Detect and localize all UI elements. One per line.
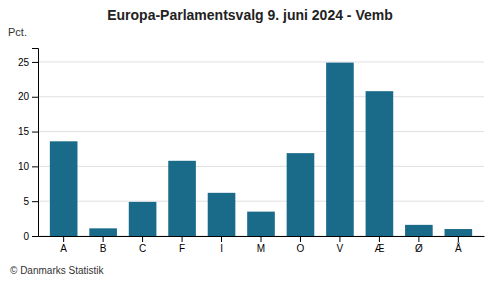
- grid-line: [38, 61, 484, 62]
- tick-mark: [418, 236, 419, 242]
- bar: [208, 193, 236, 236]
- tick-mark: [103, 236, 104, 242]
- tick-mark: [142, 236, 143, 242]
- tick-mark: [221, 236, 222, 242]
- y-axis: 0 5 10 15 20 25: [18, 49, 39, 242]
- tick-label: M: [257, 243, 265, 254]
- axis-label: Pct.: [8, 26, 27, 38]
- tick: A: [60, 236, 67, 254]
- x-axis: ABCFIMOVÆØÅ: [39, 236, 485, 254]
- tick: 0: [23, 231, 38, 242]
- tick: 20: [18, 91, 38, 102]
- tick-mark: [32, 166, 38, 167]
- tick: 15: [18, 126, 38, 137]
- grid: [38, 62, 484, 236]
- tick-mark: [261, 236, 262, 242]
- bar: [89, 228, 117, 236]
- tick-label: A: [60, 243, 67, 254]
- tick-mark: [300, 236, 301, 242]
- tick-label: F: [179, 243, 185, 254]
- tick-label: 10: [18, 161, 30, 172]
- tick: 5: [23, 196, 38, 207]
- bar: [168, 161, 196, 236]
- tick-label: V: [337, 243, 344, 254]
- bar: [287, 153, 315, 236]
- bar: [405, 225, 433, 236]
- annotation: © Danmarks Statistik: [10, 265, 105, 276]
- tick: I: [220, 236, 223, 254]
- bar: [326, 63, 354, 236]
- tick: M: [257, 236, 265, 254]
- grid-line: [38, 131, 484, 132]
- tick-label: O: [297, 243, 305, 254]
- tick: Æ: [374, 236, 384, 254]
- tick-mark: [63, 236, 64, 242]
- tick-mark: [379, 236, 380, 242]
- chart: Europa-Parlamentsvalg 9. juni 2024 - Vem…: [0, 0, 500, 282]
- tick-label: 5: [23, 196, 29, 207]
- tick: 25: [18, 57, 38, 68]
- tick-label: 25: [18, 57, 30, 68]
- tick: C: [139, 236, 146, 254]
- tick-mark: [339, 236, 340, 242]
- tick-mark: [32, 236, 38, 237]
- tick-mark: [458, 236, 459, 242]
- tick-mark: [182, 236, 183, 242]
- axis-line: [32, 49, 39, 237]
- tick-mark: [32, 97, 38, 98]
- tick-label: Ø: [415, 243, 423, 254]
- grid-line: [38, 96, 484, 97]
- tick: O: [297, 236, 305, 254]
- tick-label: 20: [18, 91, 30, 102]
- bar: [445, 229, 473, 236]
- grid-line: [38, 201, 484, 202]
- title: Europa-Parlamentsvalg 9. juni 2024 - Vem…: [107, 7, 393, 23]
- tick: Ø: [415, 236, 423, 254]
- bar: [247, 212, 275, 236]
- bars: [50, 63, 472, 236]
- tick-mark: [32, 62, 38, 63]
- tick-label: I: [220, 243, 223, 254]
- bar: [366, 91, 394, 236]
- tick-label: 0: [23, 231, 29, 242]
- grid-line: [38, 166, 484, 167]
- tick-mark: [32, 201, 38, 202]
- tick-label: C: [139, 243, 146, 254]
- tick-label: B: [100, 243, 107, 254]
- tick-label: Æ: [374, 243, 384, 254]
- tick: 10: [18, 161, 38, 172]
- tick: B: [100, 236, 107, 254]
- bar: [129, 202, 157, 236]
- tick-mark: [32, 132, 38, 133]
- tick: F: [179, 236, 185, 254]
- tick-label: Å: [455, 242, 462, 254]
- tick: Å: [455, 236, 462, 254]
- plot-area: 0 5 10 15 20 25 A B C F I M O V Æ Ø Å: [18, 49, 485, 255]
- tick-label: 15: [18, 126, 30, 137]
- bar: [50, 141, 78, 236]
- tick: V: [337, 236, 344, 254]
